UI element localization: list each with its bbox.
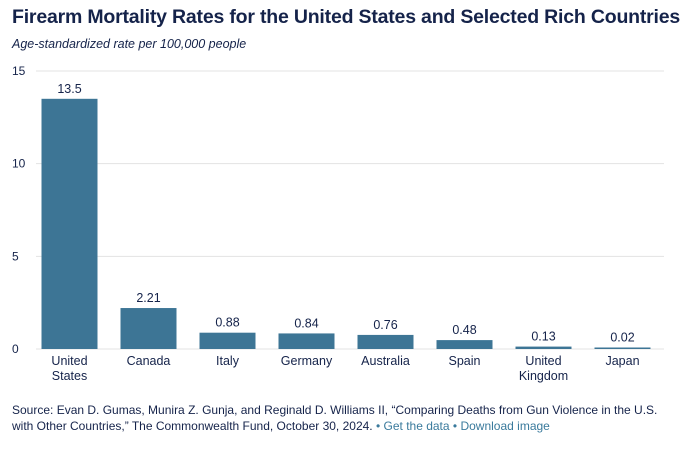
y-tick-label: 10 [12, 157, 26, 171]
y-tick-label: 15 [12, 64, 26, 78]
download-image-link[interactable]: Download image [460, 419, 550, 433]
bar-value-label: 0.88 [215, 316, 239, 330]
bar [199, 332, 256, 349]
bar-value-label: 2.21 [136, 291, 160, 305]
bar [436, 340, 493, 349]
y-tick-label: 0 [12, 342, 19, 356]
source-text: Source: Evan D. Gumas, Munira Z. Gunja, … [12, 403, 658, 433]
bar [357, 334, 414, 349]
x-tick-label: United States [51, 354, 87, 383]
bar-value-label: 0.02 [610, 331, 634, 345]
bar-value-label: 0.48 [452, 323, 476, 337]
bar-value-label: 13.5 [57, 82, 81, 96]
chart-title: Firearm Mortality Rates for the United S… [12, 6, 680, 28]
bar-value-label: 0.76 [373, 318, 397, 332]
bar-value-label: 0.13 [531, 330, 555, 344]
x-tick-label: Spain [449, 354, 481, 368]
x-tick-label: Japan [605, 354, 639, 368]
bar [594, 347, 651, 349]
x-tick-label: Australia [361, 354, 410, 368]
source-note: Source: Evan D. Gumas, Munira Z. Gunja, … [12, 402, 672, 434]
bar-value-label: 0.84 [294, 316, 318, 330]
separator: • [375, 419, 381, 433]
get-the-data-link[interactable]: Get the data [383, 419, 450, 433]
bar [278, 333, 335, 349]
bar [120, 308, 177, 349]
x-tick-label: United Kingdom [519, 354, 568, 383]
bar [41, 98, 98, 349]
separator: • [452, 419, 458, 433]
bar [515, 346, 572, 349]
chart-subtitle: Age-standardized rate per 100,000 people [12, 37, 247, 51]
x-tick-label: Italy [216, 354, 240, 368]
x-tick-label: Germany [281, 354, 333, 368]
x-tick-label: Canada [127, 354, 171, 368]
y-tick-label: 5 [12, 249, 19, 263]
